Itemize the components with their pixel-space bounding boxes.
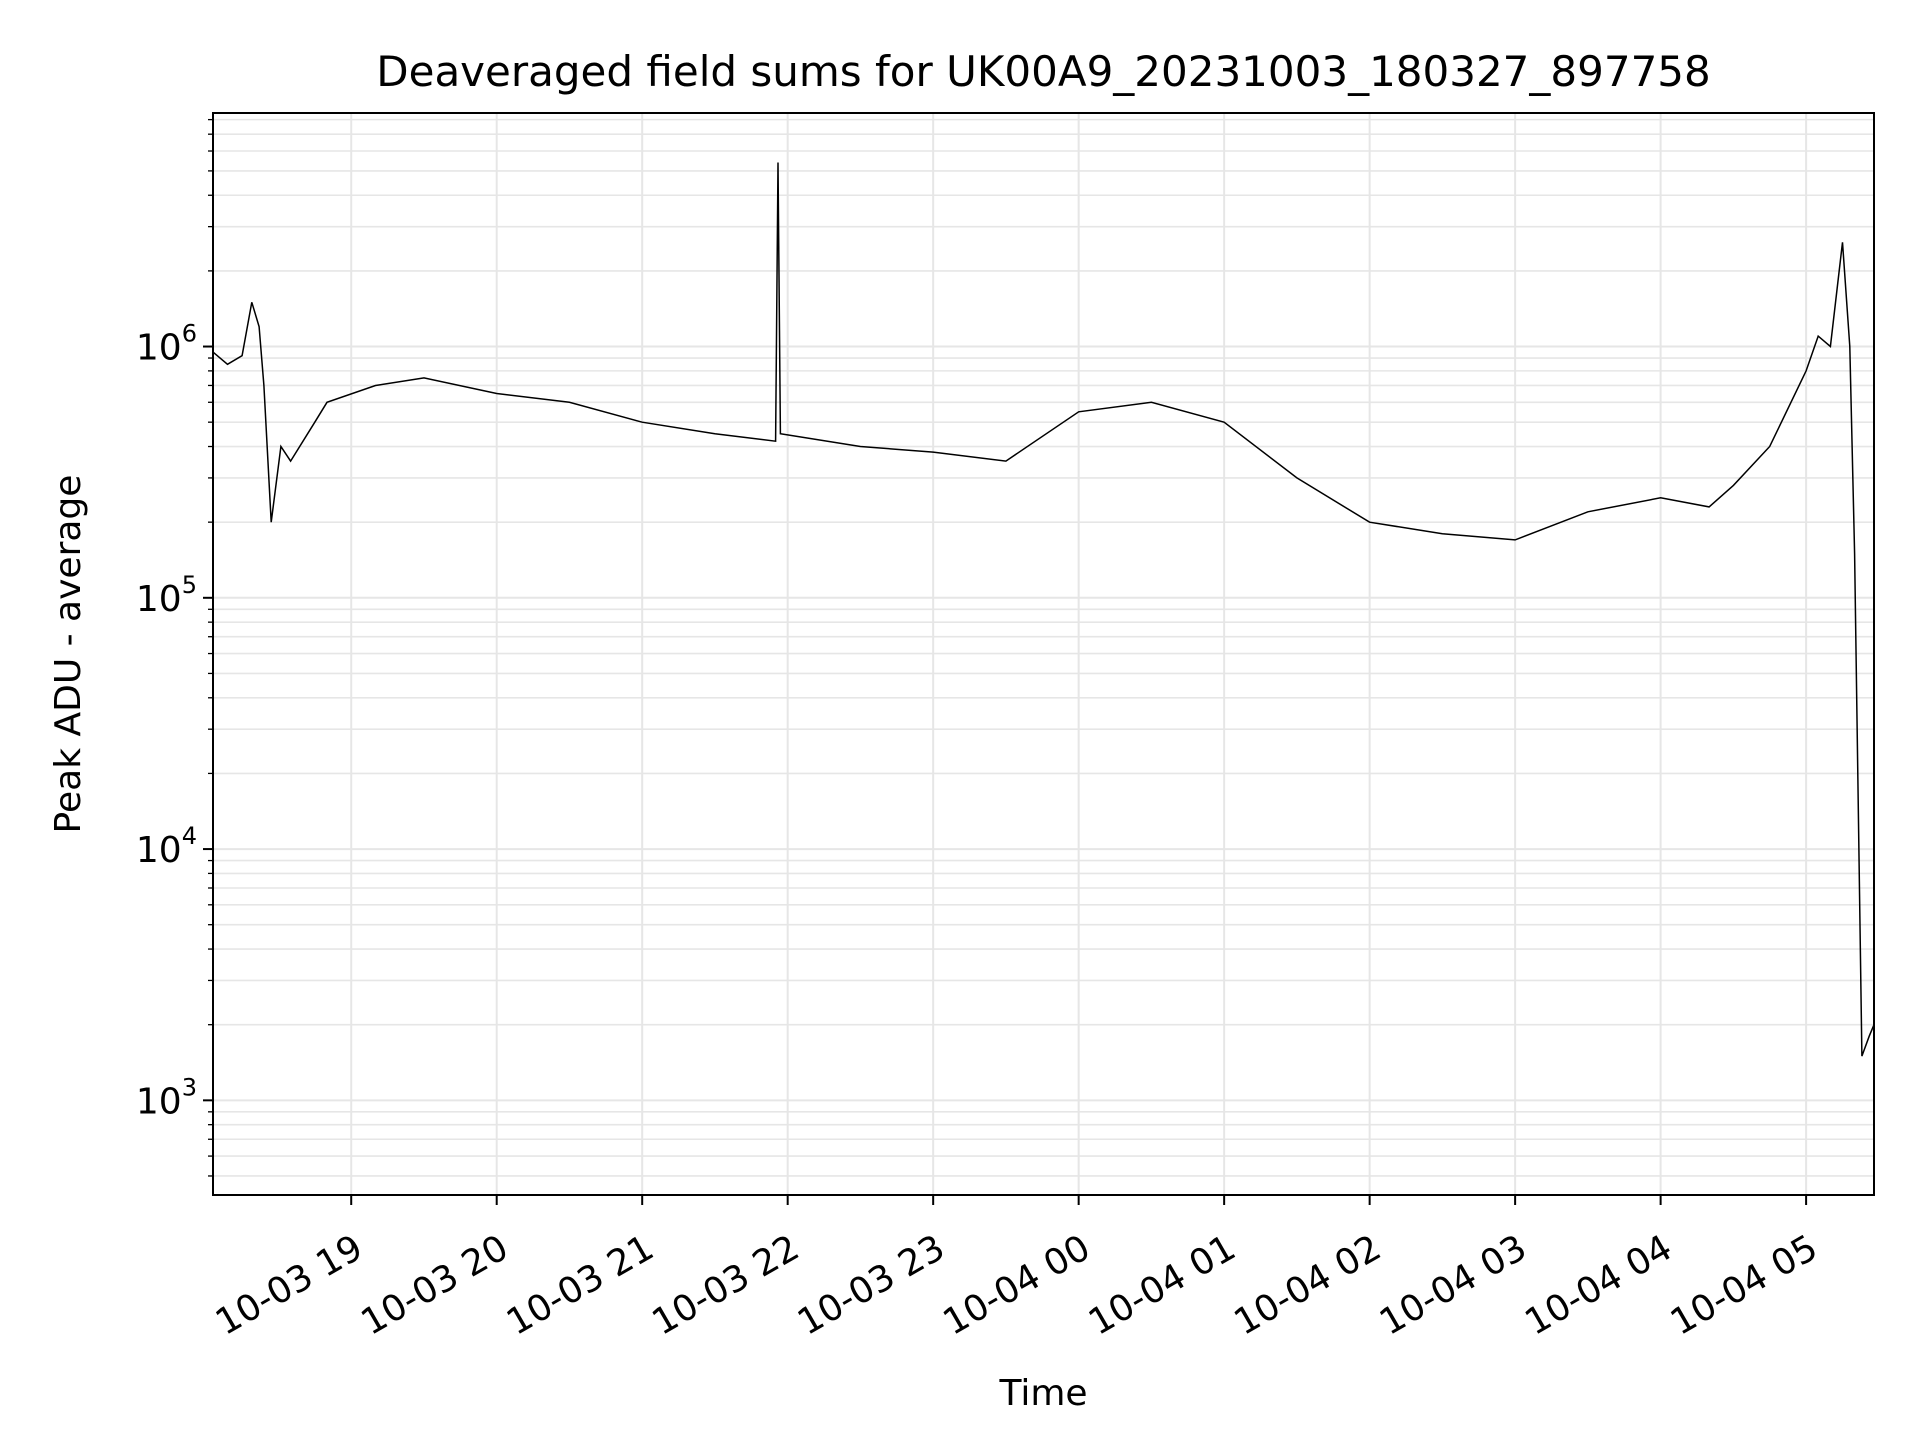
data-layer — [212, 162, 1875, 1057]
x-axis-label: Time — [998, 1373, 1087, 1414]
x-tick-label: 10-04 03 — [1373, 1227, 1534, 1343]
y-tick-label: 105 — [136, 571, 197, 620]
x-tick-label: 10-04 02 — [1227, 1227, 1388, 1343]
x-tick-label: 10-04 04 — [1518, 1227, 1679, 1343]
series-line — [212, 162, 1875, 1057]
y-tick-label: 104 — [136, 822, 197, 871]
x-tick-label: 10-03 19 — [209, 1227, 370, 1343]
x-tick-label: 10-04 01 — [1082, 1227, 1243, 1343]
x-tick-label: 10-04 00 — [936, 1227, 1097, 1343]
y-axis-label: Peak ADU - average — [48, 475, 89, 834]
y-tick-label: 106 — [136, 320, 197, 369]
x-tick-label: 10-04 05 — [1664, 1227, 1825, 1343]
x-tick-label: 10-03 23 — [791, 1227, 952, 1343]
y-tick-label: 103 — [136, 1073, 197, 1122]
grid-layer — [213, 113, 1874, 1195]
x-tick-label: 10-03 20 — [355, 1227, 516, 1343]
x-tick-label: 10-03 22 — [646, 1227, 807, 1343]
x-tick-label: 10-03 21 — [500, 1227, 661, 1343]
chart-title: Deaveraged field sums for UK00A9_2023100… — [376, 47, 1710, 96]
